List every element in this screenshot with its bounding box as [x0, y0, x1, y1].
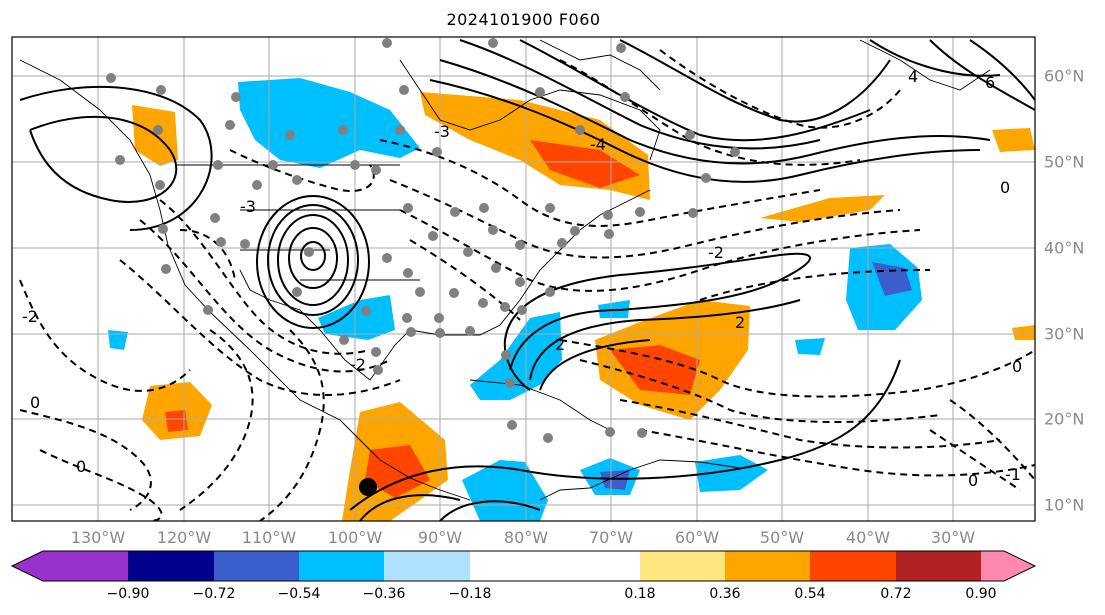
contour-label: 0 [30, 393, 40, 412]
colorbar-tick-label: −0.90 [106, 586, 150, 602]
colorbar-segment [810, 551, 896, 581]
longitude-label: 50°W [759, 528, 805, 547]
contour-label: 2 [735, 313, 745, 332]
positive-anomaly-region [610, 345, 700, 395]
colorbar-tick-label: −0.72 [192, 586, 236, 602]
longitude-label: 110°W [241, 528, 297, 547]
contour-label: -1 [1005, 465, 1021, 484]
center-marker [359, 478, 377, 496]
colorbar-extend-low [12, 551, 43, 581]
latitude-label: 60°N [1044, 66, 1085, 86]
positive-anomaly-region [992, 128, 1035, 152]
longitude-label: 30°W [930, 528, 976, 547]
colorbar-tick-label: −0.54 [277, 586, 321, 602]
colorbar-segment [981, 551, 1004, 581]
colorbar-segment [896, 551, 981, 581]
colorbar-tick-label: 0.54 [794, 586, 826, 602]
colorbar-tick-label: −0.36 [362, 586, 406, 602]
latitude-label: 20°N [1044, 409, 1085, 429]
longitude-label: 70°W [588, 528, 634, 547]
contour-label: 4 [908, 67, 918, 86]
negative-anomaly-region [600, 470, 630, 490]
negative-anomaly-region [598, 300, 630, 318]
colorbar-extend-high [1004, 551, 1035, 581]
latitude-label: 40°N [1044, 238, 1085, 258]
contour-label: 6 [985, 73, 995, 92]
contour-label: 0 [76, 457, 86, 476]
longitude-label: 80°W [503, 528, 549, 547]
colorbar-tick-label: −0.18 [448, 586, 492, 602]
negative-anomaly-region [238, 78, 420, 168]
colorbar-segment [128, 551, 214, 581]
colorbar-segment [214, 551, 299, 581]
positive-anomaly-region [1012, 325, 1035, 340]
map-title: 2024101900 F060 [446, 10, 601, 29]
shaded-regions [108, 78, 1035, 521]
longitude-label: 100°W [327, 528, 383, 547]
contour-label: 0 [1000, 178, 1010, 197]
contour-label: -3 [434, 122, 450, 141]
longitude-label: 90°W [417, 528, 463, 547]
contour-label: -3 [240, 197, 256, 216]
longitude-label: 130°W [70, 528, 126, 547]
map-frame [11, 36, 1036, 522]
negative-anomaly-region [108, 330, 128, 350]
colorbar-segment [384, 551, 470, 581]
contour-label: 0 [968, 471, 978, 490]
latitude-label: 30°N [1044, 324, 1085, 344]
positive-anomaly-region [365, 445, 430, 498]
colorbar-outline [10, 550, 1037, 582]
contour-label: -4 [590, 135, 606, 154]
longitude-label: 60°W [674, 528, 720, 547]
latitude-label: 50°N [1044, 152, 1085, 172]
colorbar-tick-label: 0.18 [624, 586, 656, 602]
positive-anomaly-region [530, 140, 640, 188]
positive-anomaly-region [165, 410, 188, 432]
positive-anomaly-region [760, 195, 885, 222]
contour-label: -2 [350, 355, 366, 374]
contour-label: -2 [22, 307, 38, 326]
negative-anomaly-region [795, 338, 825, 355]
colorbar-segment [43, 551, 128, 581]
colorbar [10, 550, 1037, 582]
contour-label-group: 6 4 2 0 -2 -3 -4 -1 0 -2 2 0 0 0 -2 -3 [22, 67, 1022, 490]
contour-label: 0 [1012, 357, 1022, 376]
colorbar-tick-label: 0.36 [709, 586, 741, 602]
longitude-label: 40°W [845, 528, 891, 547]
longitude-label: 120°W [156, 528, 212, 547]
latitude-label: 10°N [1044, 495, 1085, 515]
colorbar-segment [299, 551, 384, 581]
colorbar-segment [470, 551, 640, 581]
station-markers [106, 38, 740, 443]
contour-label: 2 [555, 335, 565, 354]
colorbar-tick-label: 0.90 [965, 586, 997, 602]
colorbar-segment [640, 551, 725, 581]
colorbar-tick-label: 0.72 [880, 586, 912, 602]
negative-anomaly-region [318, 295, 395, 340]
solid-contours [19, 39, 1035, 521]
colorbar-segment [725, 551, 810, 581]
dashed-contours [19, 49, 1035, 521]
contour-label: -2 [708, 243, 724, 262]
